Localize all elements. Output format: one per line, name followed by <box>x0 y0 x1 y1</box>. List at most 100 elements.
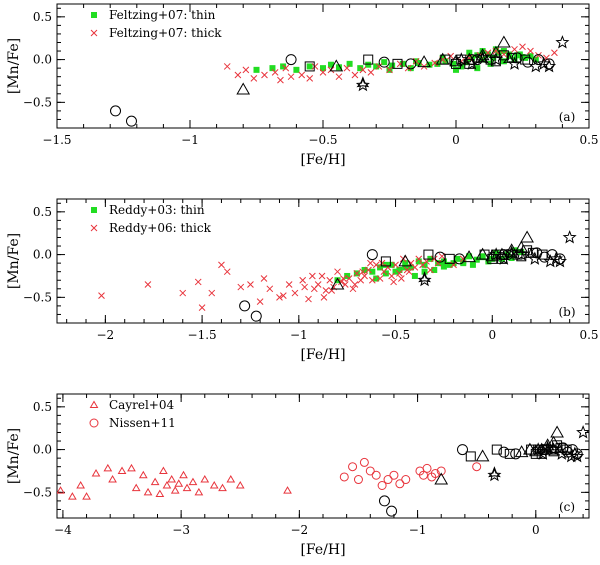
data-point <box>390 278 397 286</box>
data-point <box>498 446 510 458</box>
data-point <box>570 449 585 463</box>
data-point <box>353 475 363 485</box>
data-point <box>520 230 534 243</box>
legend-marker <box>91 207 97 213</box>
data-point <box>528 59 543 73</box>
data-point <box>489 45 503 58</box>
data-point <box>475 449 490 462</box>
data-point <box>485 258 492 265</box>
data-point <box>334 277 341 284</box>
data-point <box>540 438 555 451</box>
data-point <box>392 268 399 275</box>
x-tick-label: 0 <box>452 133 460 147</box>
y-tick-label: −0.5 <box>23 290 52 304</box>
y-tick-label: 0.5 <box>33 205 52 219</box>
data-point <box>242 66 250 74</box>
data-point <box>346 60 353 67</box>
legend-entry: Reddy+06: thick <box>90 221 212 235</box>
data-point <box>247 281 254 288</box>
data-point <box>271 69 279 76</box>
data-point <box>392 58 403 69</box>
legend-marker <box>89 418 99 428</box>
data-point <box>328 287 336 294</box>
data-point <box>174 479 184 487</box>
data-point <box>293 66 300 73</box>
x-tick-label: −2 <box>97 328 115 342</box>
y-axis-label: [Mn/Fe] <box>6 38 22 94</box>
data-point <box>440 263 447 270</box>
data-point <box>520 54 531 65</box>
data-point <box>435 52 450 65</box>
series-nissen-11 <box>339 457 482 491</box>
data-point <box>375 63 383 70</box>
data-point <box>500 58 507 65</box>
data-point <box>475 247 490 260</box>
data-point <box>365 466 375 476</box>
data-point <box>285 281 293 288</box>
data-point <box>155 489 165 498</box>
x-tick-label: −2 <box>291 523 309 537</box>
x-tick-label: −1 <box>290 328 308 342</box>
data-point <box>376 275 384 282</box>
data-point <box>522 56 534 68</box>
data-point <box>504 243 519 256</box>
data-layer <box>98 230 577 322</box>
series-open-stars <box>487 425 589 482</box>
data-point <box>555 35 570 49</box>
data-point <box>311 63 319 70</box>
data-point <box>377 481 387 491</box>
data-point <box>434 259 442 267</box>
data-point <box>359 268 367 276</box>
data-point <box>167 475 177 483</box>
data-point <box>436 466 446 476</box>
x-tick-label: −3 <box>172 523 190 537</box>
data-point <box>194 487 204 496</box>
data-point <box>454 255 461 262</box>
data-point <box>306 63 313 70</box>
data-point <box>298 71 306 79</box>
data-point <box>194 278 202 286</box>
data-point <box>415 255 423 263</box>
data-point <box>542 59 557 73</box>
data-point <box>474 65 481 72</box>
data-point <box>208 289 216 297</box>
data-point <box>407 65 414 72</box>
y-tick-label: 0.0 <box>33 248 52 262</box>
data-point <box>460 260 467 267</box>
data-point <box>334 268 341 276</box>
data-point <box>103 463 113 472</box>
data-point <box>378 259 386 267</box>
data-point <box>401 475 411 485</box>
y-axis-label: [Mn/Fe] <box>6 233 22 289</box>
legend-label: Reddy+06: thick <box>109 221 212 235</box>
data-point <box>235 481 245 489</box>
data-point <box>397 275 405 282</box>
data-point <box>108 475 117 483</box>
data-point <box>469 261 476 268</box>
data-point <box>474 52 481 59</box>
data-point <box>491 444 502 455</box>
data-point <box>386 66 393 74</box>
data-point <box>408 264 415 271</box>
data-point <box>422 463 432 473</box>
series-reddy-06-thick <box>98 252 467 311</box>
data-point <box>226 475 236 483</box>
data-point <box>277 76 284 84</box>
data-point <box>223 63 231 70</box>
data-point <box>330 277 345 290</box>
y-tick-label: 0.0 <box>33 53 52 67</box>
legend-marker <box>90 224 98 232</box>
data-point <box>253 66 260 73</box>
data-point <box>488 466 501 478</box>
data-point <box>198 304 206 311</box>
series-cayrel-04 <box>57 463 292 500</box>
data-point <box>421 261 428 268</box>
x-tick-label: −4 <box>54 523 72 537</box>
data-point <box>458 63 465 70</box>
data-point <box>511 45 518 53</box>
data-point <box>367 69 375 76</box>
legend-label: Feltzing+07: thin <box>109 8 216 22</box>
data-point <box>396 270 403 277</box>
y-tick-label: 0.0 <box>33 443 52 457</box>
data-point <box>57 486 65 494</box>
